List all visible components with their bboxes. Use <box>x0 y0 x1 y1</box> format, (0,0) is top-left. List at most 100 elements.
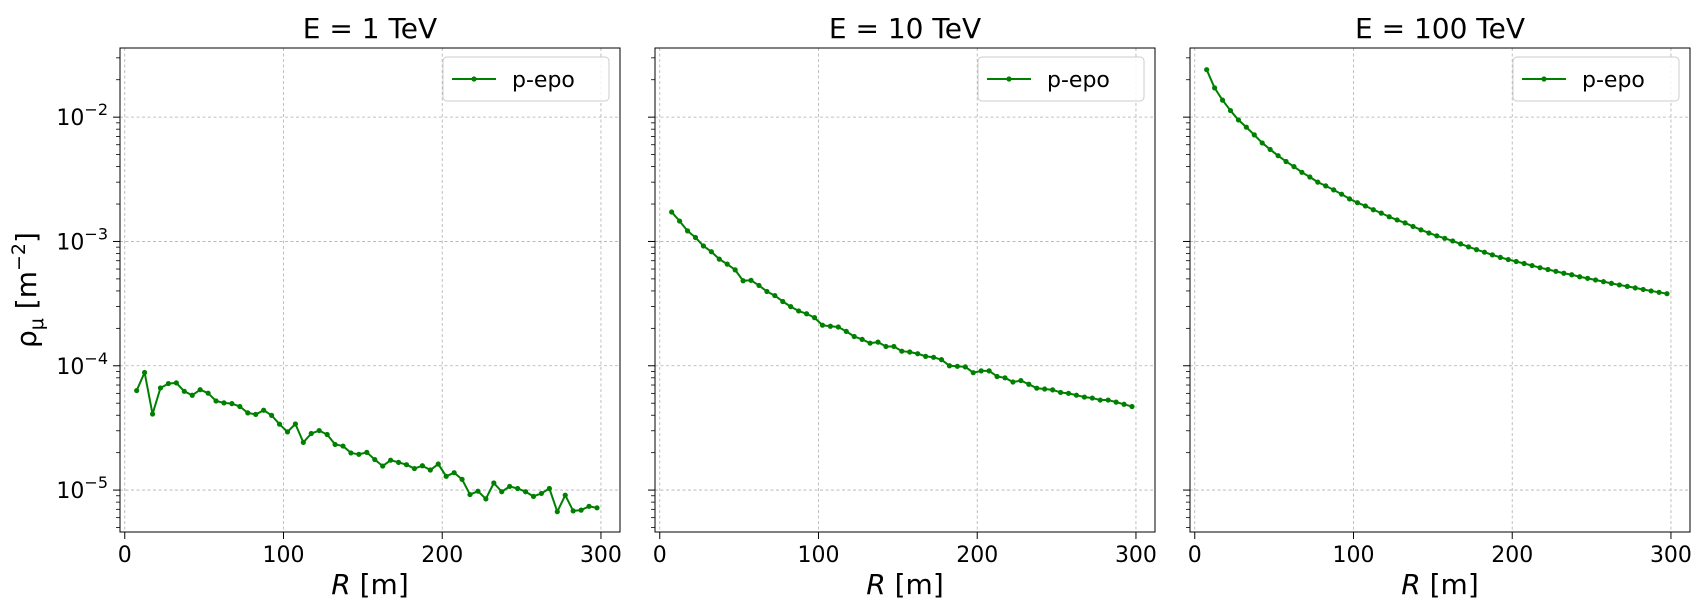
grid <box>655 48 1155 532</box>
panel-1: 10−5 10−4 10−3 10−2 0 100 200 300 p-epo E = 1 TeV… <box>56 12 622 600</box>
data-point <box>1465 244 1472 250</box>
data-point <box>1521 260 1527 267</box>
data-point <box>708 249 714 255</box>
data-point <box>546 485 552 492</box>
data-point <box>1283 158 1289 165</box>
data-point <box>938 357 945 363</box>
data-point <box>308 430 314 437</box>
grid <box>120 48 620 532</box>
legend: p-epo <box>977 56 1145 102</box>
data-point <box>1121 401 1127 407</box>
data-point <box>692 234 699 241</box>
data-point <box>1624 283 1630 290</box>
data-point <box>475 488 481 494</box>
data-point <box>1073 392 1080 398</box>
legend: p-epo <box>1512 56 1680 102</box>
data-point <box>1561 270 1567 276</box>
data-point <box>1065 390 1072 396</box>
data-point <box>1042 386 1048 392</box>
x-tick-label: 300 <box>1115 543 1157 568</box>
data-point <box>1458 241 1464 247</box>
data-point <box>530 493 537 499</box>
data-point <box>1402 220 1408 226</box>
data-point <box>1537 265 1543 271</box>
x-tick-label: 300 <box>580 543 622 568</box>
data-point <box>586 503 592 509</box>
data-point <box>316 427 322 434</box>
panel-title: E = 1 TeV <box>303 12 437 45</box>
data-point <box>923 353 929 359</box>
data-point <box>403 462 410 468</box>
data-point <box>276 421 283 427</box>
data-point <box>348 450 354 456</box>
legend-box <box>1512 56 1680 102</box>
data-point <box>764 288 770 295</box>
data-point <box>819 322 826 328</box>
data-point <box>1489 252 1495 258</box>
data-point <box>499 489 505 495</box>
x-tick-label: 200 <box>421 543 463 568</box>
data-point <box>165 380 172 387</box>
data-point <box>1034 385 1040 391</box>
data-point <box>364 449 370 455</box>
data-point <box>1010 379 1016 385</box>
data-point <box>1081 394 1087 400</box>
data-point <box>1577 274 1583 280</box>
data-point <box>1481 249 1488 255</box>
data-point <box>1410 223 1416 230</box>
data-point <box>1267 146 1273 153</box>
x-tick-label: 100 <box>1332 543 1374 568</box>
data-point <box>1105 397 1111 403</box>
data-point <box>1291 164 1297 170</box>
data-point <box>205 390 211 396</box>
y-tick-label: 10−3 <box>56 224 108 255</box>
x-tick-label: 200 <box>956 543 998 568</box>
data-point <box>1307 174 1313 180</box>
data-point <box>538 490 545 497</box>
data-point <box>1315 179 1321 185</box>
data-point <box>1394 217 1400 223</box>
data-point <box>1323 183 1329 189</box>
data-point <box>284 429 291 435</box>
x-tick-label: 100 <box>797 543 839 568</box>
x-tick-label: 0 <box>653 543 667 568</box>
x-tick-label: 0 <box>1188 543 1202 568</box>
y-axis-label: ρμ [m−2] <box>8 232 48 348</box>
series-line <box>1205 69 1668 295</box>
data-point <box>419 463 425 469</box>
data-point <box>157 385 164 391</box>
data-point <box>1473 247 1480 253</box>
data-point <box>1378 210 1384 216</box>
minor-ticks <box>1186 57 1190 528</box>
data-point <box>1018 377 1024 384</box>
data-point <box>875 339 881 345</box>
data-point <box>1227 107 1234 114</box>
data-point <box>427 467 433 473</box>
data-point <box>149 411 156 417</box>
data-point <box>1129 403 1135 410</box>
x-tick-label: 300 <box>1650 543 1692 568</box>
data-point <box>1299 169 1305 175</box>
series-markers <box>669 209 1135 410</box>
grid <box>1190 48 1690 532</box>
data-point <box>756 282 762 289</box>
data-point <box>1050 387 1056 393</box>
data-point <box>1656 289 1662 295</box>
data-point <box>994 373 1000 380</box>
data-point <box>189 392 195 398</box>
axes-frame <box>119 47 621 533</box>
data-point <box>899 348 905 354</box>
x-axis-label: R [m] <box>866 568 944 600</box>
data-point <box>181 388 187 394</box>
data-point <box>1002 375 1008 381</box>
data-point <box>835 324 841 330</box>
data-point <box>1097 397 1103 403</box>
data-point <box>1370 207 1376 213</box>
minor-ticks <box>651 57 655 528</box>
data-point <box>1648 288 1654 294</box>
legend-box <box>977 56 1145 102</box>
data-point <box>1592 277 1599 283</box>
legend-marker <box>1541 76 1547 82</box>
data-point <box>340 443 346 449</box>
